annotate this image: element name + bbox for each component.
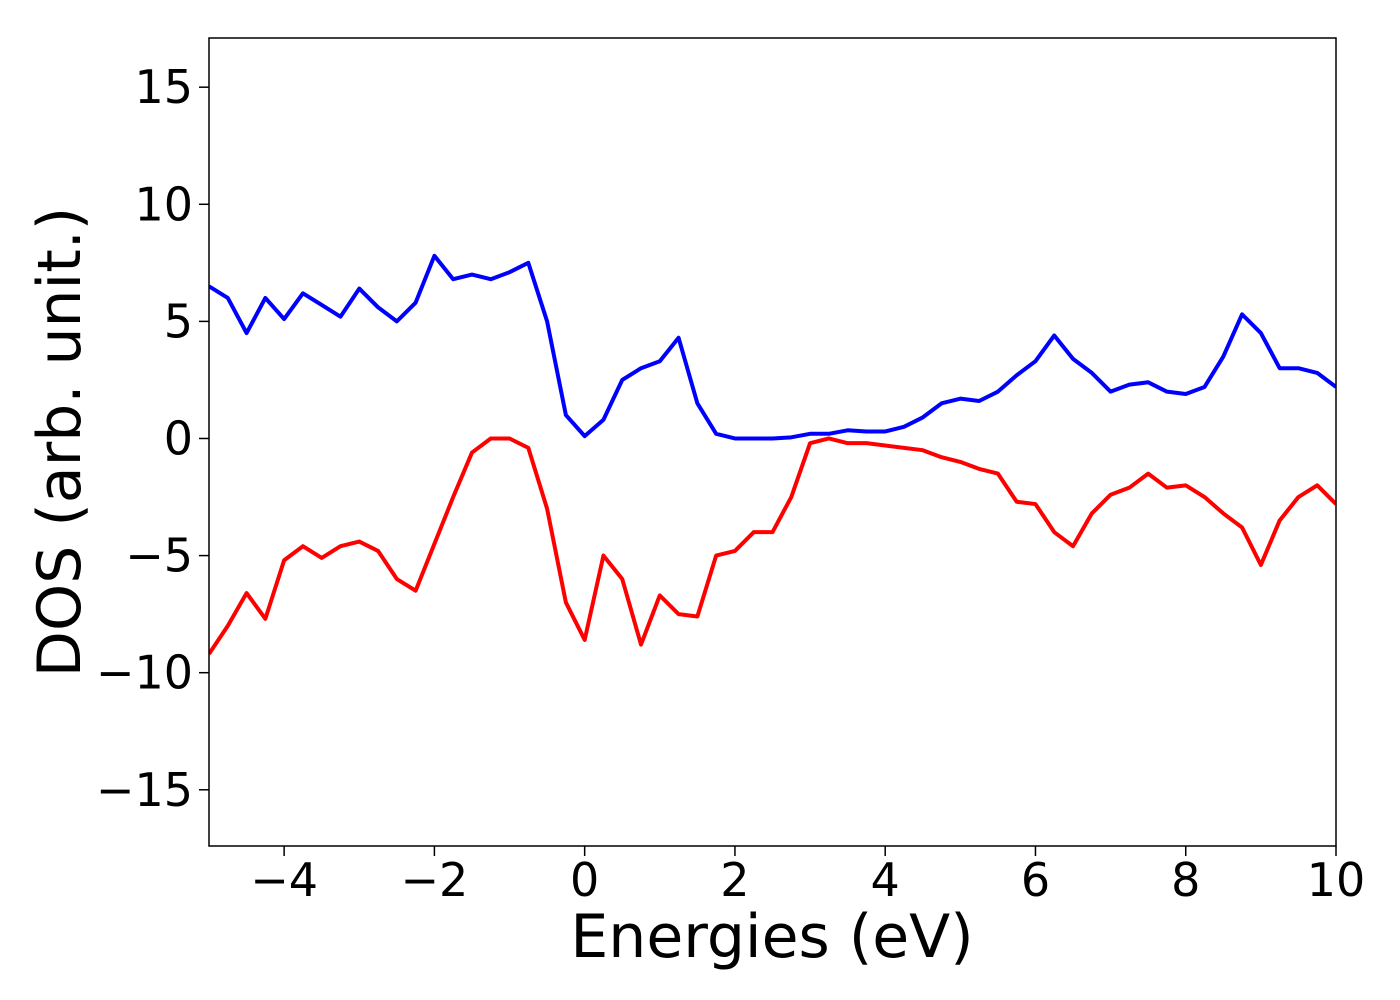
y-tick-label: −10 (96, 646, 193, 700)
x-tick-label: 6 (1021, 853, 1050, 907)
x-tick-label: 10 (1307, 853, 1366, 907)
y-tick-label: 10 (134, 177, 193, 231)
y-tick-label: −15 (96, 763, 193, 817)
x-tick-label: −4 (250, 853, 318, 907)
line-series (209, 436, 1336, 656)
y-axis-label: DOS (arb. unit.) (25, 207, 95, 677)
x-tick-label: 0 (570, 853, 599, 907)
x-tick-label: 4 (871, 853, 900, 907)
x-tick-label: 8 (1171, 853, 1200, 907)
x-tick-label: 2 (720, 853, 749, 907)
y-tick-label: 0 (164, 411, 193, 465)
x-tick-label: −2 (400, 853, 468, 907)
x-axis-label: Energies (eV) (570, 902, 973, 972)
y-tick-label: −5 (125, 529, 193, 583)
y-tick-label: 15 (134, 60, 193, 114)
line-series (209, 253, 1336, 441)
plot-frame (208, 37, 1337, 847)
y-tick-label: 5 (164, 294, 193, 348)
